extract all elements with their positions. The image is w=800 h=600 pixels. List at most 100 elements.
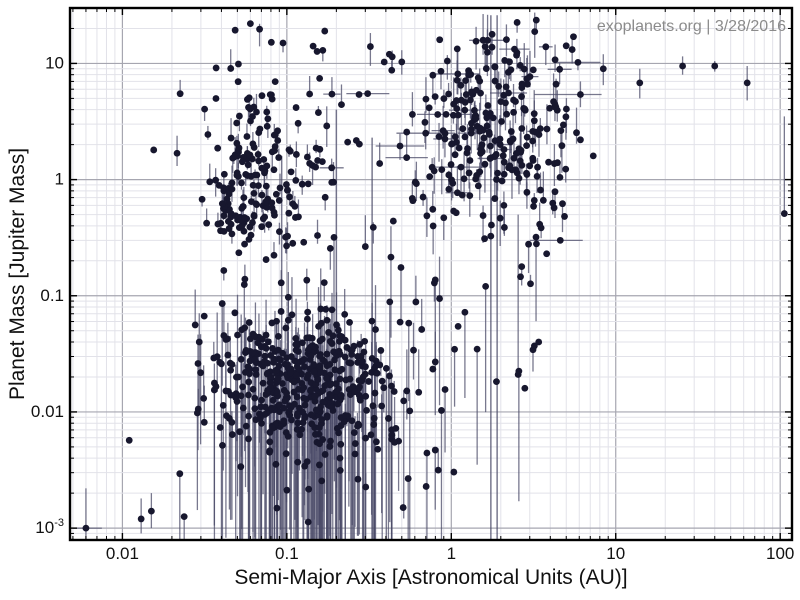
data-point [235,373,242,381]
data-point [473,345,481,353]
data-point [220,332,228,339]
data-point [362,483,370,491]
data-point [460,175,468,183]
data-point [355,421,363,429]
data-point [346,375,354,383]
data-point [277,308,285,315]
data-point [441,130,449,137]
data-point [292,371,300,379]
data-point [429,365,437,373]
data-point [251,356,259,364]
data-point [212,64,220,72]
data-point [270,166,278,174]
data-point [317,305,325,313]
data-point [510,108,517,116]
data-point [345,386,353,393]
data-point [358,377,366,385]
plot-background [70,8,792,540]
data-point [409,111,416,118]
data-point [270,355,278,363]
data-point [206,178,214,186]
data-point [220,227,228,235]
x-tick-label: 0.01 [106,544,139,563]
data-point [269,424,277,432]
data-point [556,236,564,244]
data-point [300,356,308,363]
data-point [301,414,309,422]
data-point [238,179,245,187]
data-point [392,424,400,432]
data-point [524,80,531,88]
data-point [556,173,564,181]
data-point [423,212,431,220]
data-point [543,250,551,258]
data-point [362,363,369,371]
data-point [315,461,323,469]
data-point [527,280,534,288]
data-point [533,172,541,180]
data-point [431,446,439,454]
data-point [245,235,253,243]
data-point [235,249,243,257]
data-point [283,181,290,188]
data-point [312,343,319,351]
data-point [468,119,475,127]
data-point [273,389,281,396]
data-point [293,411,301,418]
data-point [346,318,353,326]
data-point [200,394,208,402]
data-point [559,200,566,208]
data-point [303,276,311,284]
data-point [378,402,386,410]
data-point [272,367,280,375]
data-point [491,63,499,71]
data-point [500,158,508,166]
data-point [431,276,439,284]
data-point [241,368,249,376]
data-point [380,384,388,392]
data-point [479,212,487,219]
data-point [489,114,497,122]
data-point [636,79,644,87]
data-point [391,438,398,446]
data-point [249,181,257,189]
data-point [359,357,366,365]
data-point [328,403,336,411]
data-point [362,392,370,400]
data-point [423,449,431,457]
data-point [326,360,334,368]
data-point [369,224,377,231]
data-point [537,186,544,194]
data-point [332,380,340,388]
data-point [507,128,515,135]
data-point [467,96,474,104]
data-point [556,65,564,73]
data-point [442,110,450,118]
data-point [228,361,236,368]
data-point [523,171,531,178]
data-point [257,403,265,411]
data-point [258,223,266,231]
data-point [425,104,433,112]
data-point [422,95,430,103]
data-point [307,386,315,394]
data-point [284,361,292,369]
data-point [262,256,270,263]
data-point [268,404,276,412]
data-point [503,36,510,44]
data-point [474,182,482,190]
data-point [284,316,292,324]
data-point [249,140,257,148]
data-point [482,109,490,117]
data-point [396,142,404,150]
data-point [338,101,345,108]
data-point [336,466,344,474]
data-point [545,158,552,166]
data-point [220,170,228,178]
data-point [385,415,392,422]
data-point [228,431,236,438]
data-point [288,416,295,424]
data-point [493,378,500,386]
data-point [472,86,480,94]
data-point [482,282,490,290]
